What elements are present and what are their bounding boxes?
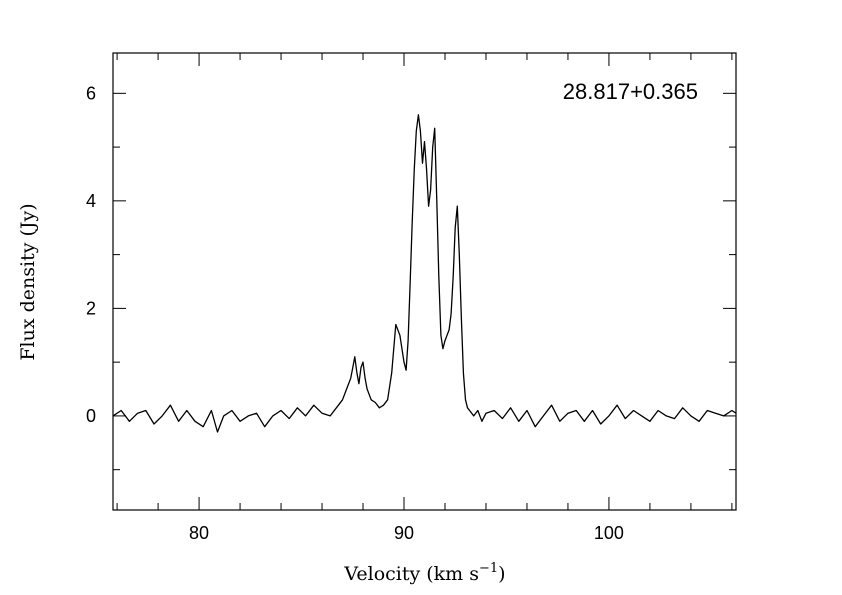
- x-tick-label: 100: [594, 523, 624, 543]
- y-tick-label: 0: [86, 406, 96, 426]
- y-tick-label: 4: [86, 191, 96, 211]
- x-tick-label: 90: [394, 523, 414, 543]
- x-axis-title-tail: ): [498, 563, 505, 585]
- y-tick-label: 2: [86, 298, 96, 318]
- axis-ticks: [113, 53, 736, 510]
- y-tick-label: 6: [86, 83, 96, 103]
- spectrum-line: [112, 114, 737, 433]
- tick-labels: 80 90 100 0 2 4 6: [86, 83, 624, 543]
- source-annotation: 28.817+0.365: [563, 79, 698, 104]
- y-axis-title: Flux density (Jy): [17, 203, 39, 360]
- plot-frame: [112, 52, 737, 511]
- x-tick-label: 80: [189, 523, 209, 543]
- x-axis-title: Velocity (km s−1): [343, 561, 505, 585]
- x-axis-title-superscript: −1: [479, 561, 498, 576]
- x-axis-title-main: Velocity (km s: [343, 563, 479, 585]
